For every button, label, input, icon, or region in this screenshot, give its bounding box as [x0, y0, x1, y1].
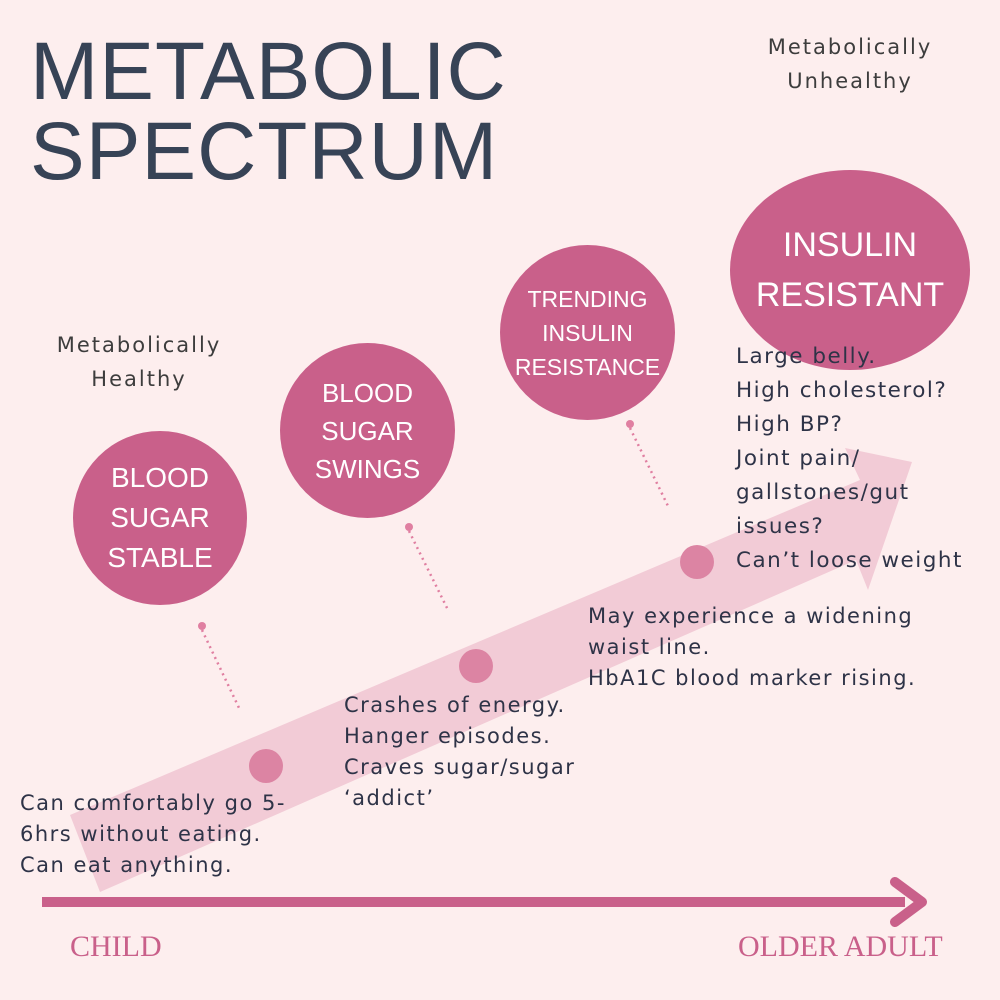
stage-circle-blood-sugar-swings: BLOOD SUGAR SWINGS — [280, 343, 455, 518]
title-line-2: SPECTRUM — [30, 106, 499, 197]
axis-start-label: CHILD — [70, 930, 162, 963]
axis-end-label: OLDER ADULT — [738, 930, 943, 963]
stage-marker-3 — [680, 545, 714, 579]
stage-name: INSULIN RESISTANT — [755, 226, 945, 314]
stage-marker-2 — [459, 649, 493, 683]
connector-3 — [626, 420, 670, 507]
age-axis-arrow — [42, 877, 927, 927]
stage-circle-trending-insulin-resistance: TRENDING INSULIN RESISTANCE — [500, 245, 675, 420]
stage-marker-1 — [249, 749, 283, 783]
stage-description-4: Large belly. High cholesterol? High BP? … — [736, 344, 963, 573]
title-line-1: METABOLIC — [30, 26, 507, 117]
stage-description-3: May experience a widening waist line. Hb… — [588, 604, 917, 690]
stage-description-1: Can comfortably go 5- 6hrs without eatin… — [20, 791, 286, 877]
stage-name: BLOOD SUGAR SWINGS — [314, 377, 421, 484]
stage-name: TRENDING INSULIN RESISTANCE — [514, 285, 661, 380]
stage-name: BLOOD SUGAR STABLE — [107, 462, 213, 573]
connector-1 — [198, 622, 242, 711]
healthy-label: Metabolically Healthy — [56, 333, 222, 391]
stage-circle-blood-sugar-stable: BLOOD SUGAR STABLE — [73, 431, 247, 605]
page-title: METABOLIC SPECTRUM — [30, 26, 507, 197]
connector-2 — [405, 523, 450, 611]
unhealthy-label: Metabolically Unhealthy — [767, 35, 933, 93]
stage-description-2: Crashes of energy. Hanger episodes. Crav… — [344, 693, 576, 810]
stage-circle-insulin-resistant: INSULIN RESISTANT — [730, 170, 970, 370]
